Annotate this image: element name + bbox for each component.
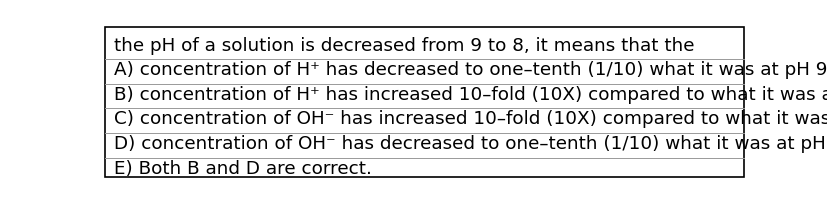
Text: E) Both B and D are correct.: E) Both B and D are correct. — [114, 160, 372, 178]
Text: the pH of a solution is decreased from 9 to 8, it means that the: the pH of a solution is decreased from 9… — [114, 37, 694, 55]
Text: C) concentration of OH⁻ has increased 10–fold (10X) compared to what it was at: C) concentration of OH⁻ has increased 10… — [114, 110, 827, 128]
Text: D) concentration of OH⁻ has decreased to one–tenth (1/10) what it was at pH 9.: D) concentration of OH⁻ has decreased to… — [114, 135, 827, 153]
Text: A) concentration of H⁺ has decreased to one–tenth (1/10) what it was at pH 9.: A) concentration of H⁺ has decreased to … — [114, 61, 827, 79]
Text: B) concentration of H⁺ has increased 10–fold (10X) compared to what it was at p: B) concentration of H⁺ has increased 10–… — [114, 86, 827, 104]
